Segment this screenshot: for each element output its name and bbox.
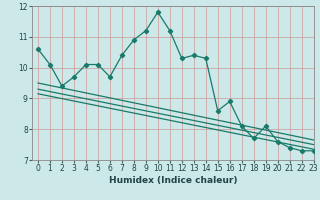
X-axis label: Humidex (Indice chaleur): Humidex (Indice chaleur) bbox=[108, 176, 237, 185]
